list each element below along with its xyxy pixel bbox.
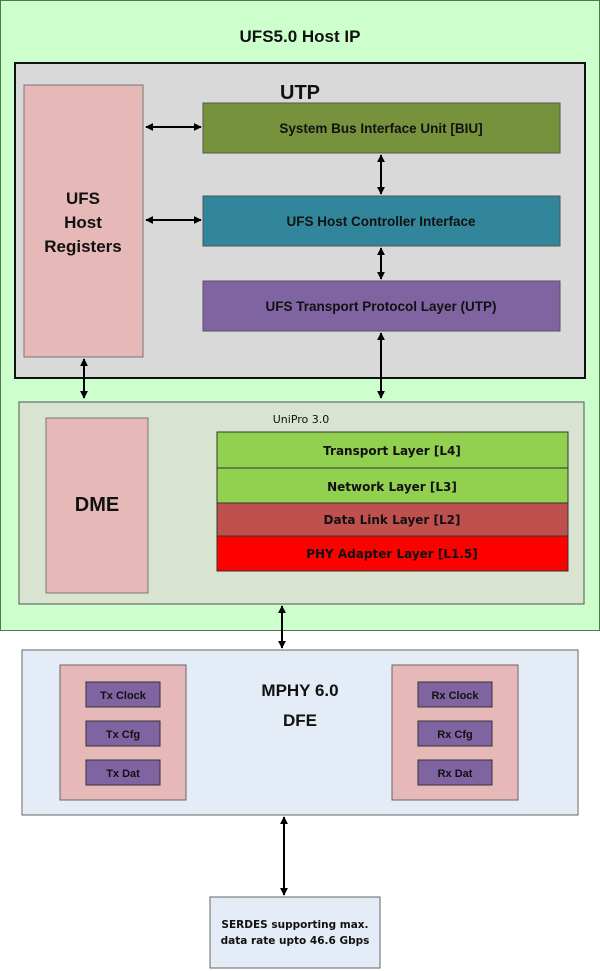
layer-phy-adapter [216, 535, 569, 572]
dme-label: DME [75, 494, 119, 516]
rx-cfg-label: Rx Cfg [437, 729, 472, 741]
tx-clock-label: Tx Clock [100, 690, 147, 702]
rx-clock-box [417, 681, 493, 708]
host-ip-title: UFS5.0 Host IP [240, 27, 361, 46]
mphy-title: MPHY 6.0 [261, 681, 338, 700]
utp-title: UTP [280, 82, 320, 104]
rx-dat-label: Rx Dat [438, 768, 473, 780]
unipro-title: UniPro 3.0 [273, 413, 330, 426]
layer-transport [216, 431, 569, 469]
tx-cfg-box [85, 720, 161, 747]
layer-datalink [216, 502, 569, 537]
hci-label: UFS Host Controller Interface [286, 214, 476, 229]
rx-dat-box [417, 759, 493, 786]
layer-phy-adapter-label: PHY Adapter Layer [L1.5] [306, 547, 478, 561]
hci-box [202, 195, 561, 247]
rx-cfg-box [417, 720, 493, 747]
mphy-subtitle: DFE [283, 711, 317, 730]
serdes-line1: SERDES supporting max. [221, 919, 368, 931]
dme-box [45, 417, 149, 594]
serdes-box [209, 896, 381, 969]
host-registers-box [23, 84, 144, 358]
layer-datalink-label: Data Link Layer [L2] [324, 513, 461, 527]
utp-layer-label: UFS Transport Protocol Layer (UTP) [265, 299, 496, 314]
host-registers-line2: Host [64, 213, 102, 232]
layer-network [216, 467, 569, 504]
layer-network-label: Network Layer [L3] [327, 480, 457, 494]
biu-label: System Bus Interface Unit [BIU] [279, 121, 482, 136]
tx-dat-box [85, 759, 161, 786]
utp-layer-box [202, 280, 561, 332]
host-registers-line3: Registers [44, 237, 121, 256]
tx-cfg-label: Tx Cfg [106, 729, 140, 741]
layer-transport-label: Transport Layer [L4] [323, 444, 461, 458]
tx-dat-label: Tx Dat [106, 768, 140, 780]
rx-clock-label: Rx Clock [431, 690, 479, 702]
biu-box [202, 102, 561, 154]
tx-clock-box [85, 681, 161, 708]
host-registers-line1: UFS [66, 189, 100, 208]
serdes-line2: data rate upto 46.6 Gbps [221, 935, 370, 947]
